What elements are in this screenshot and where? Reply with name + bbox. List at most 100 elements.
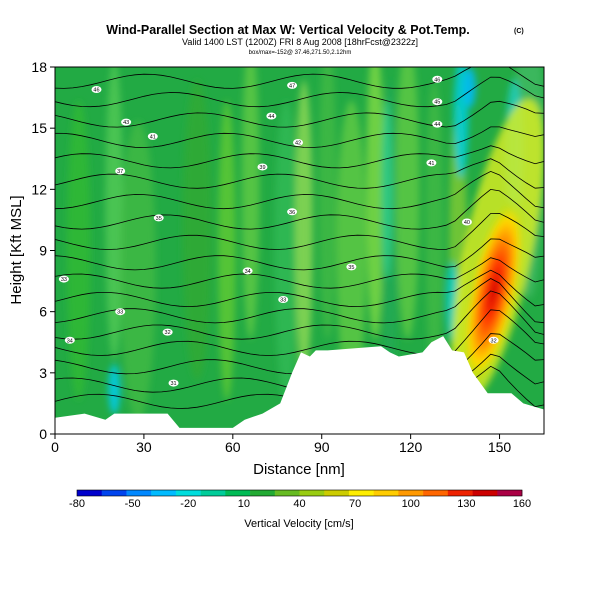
- terrain-mask: [55, 336, 544, 434]
- downdraft-pocket: [381, 99, 393, 280]
- isentrope-label-text: 35: [348, 265, 354, 271]
- x-tick-label: 30: [136, 439, 152, 455]
- isentrope-line: [55, 76, 544, 108]
- isentrope-line: [55, 170, 544, 210]
- isentrope-label: 33: [58, 275, 69, 283]
- x-tick-label: 120: [399, 439, 423, 455]
- x-tick-label: 60: [225, 439, 241, 455]
- colorbar-swatch: [497, 490, 523, 496]
- isentrope-label: 34: [64, 336, 75, 344]
- isentrope-label-text: 39: [259, 165, 265, 171]
- isentrope-label-text: 40: [464, 220, 470, 226]
- isentrope-label: 33: [115, 308, 126, 316]
- isentrope-label: 42: [293, 138, 304, 146]
- isentrope-label: 32: [488, 336, 499, 344]
- isentrope-label-text: 33: [61, 277, 67, 283]
- isentrope-line: [55, 188, 544, 230]
- colorbar-swatch: [200, 490, 226, 496]
- isentrope-label: 36: [287, 208, 298, 216]
- y-tick-label: 15: [31, 120, 47, 136]
- velocity-streak: [274, 100, 299, 401]
- velocity-streak: [105, 67, 124, 360]
- x-tick-label: 0: [51, 439, 59, 455]
- x-axis: 0 30 60 90 120 150: [51, 434, 511, 455]
- colorbar-swatch: [324, 490, 350, 496]
- chart-subtitle: Valid 1400 LST (1200Z) FRI 8 Aug 2008 [1…: [182, 37, 418, 47]
- colorbar-swatch: [77, 490, 103, 496]
- isentrope-label-text: 44: [434, 122, 440, 128]
- colorbar-tick-label: 160: [513, 498, 531, 510]
- colorbar-frame: [76, 489, 523, 497]
- colorbar-tick-label: 130: [457, 498, 475, 510]
- colorbar-swatch: [447, 490, 473, 496]
- colorbar-tick-label: 70: [349, 498, 361, 510]
- x-tick-label: 150: [488, 439, 512, 455]
- colorbar: -80 -50 -20 10 40 70 100 130 160: [69, 489, 531, 510]
- isentrope-label-text: 41: [150, 134, 156, 140]
- isentrope-label-text: 36: [289, 210, 295, 216]
- isentrope-line: [55, 278, 544, 324]
- velocity-streak: [182, 80, 213, 381]
- isentrope-label: 34: [242, 267, 253, 275]
- colorbar-swatch: [398, 490, 424, 496]
- y-axis-label: Height [Kft MSL]: [8, 195, 25, 304]
- y-tick-label: 0: [39, 426, 47, 442]
- isentrope-label-text: 31: [170, 381, 176, 387]
- isentrope-line: [55, 145, 544, 169]
- isentrope-line: [55, 238, 544, 271]
- downdraft-pocket: [463, 67, 476, 108]
- chart-title: Wind-Parallel Section at Max W: Vertical…: [106, 23, 469, 37]
- isentrope-label: 44: [432, 120, 443, 128]
- isentrope-label-text: 32: [491, 338, 497, 344]
- updraft-core: [462, 198, 525, 385]
- isentrope-label: 32: [162, 328, 173, 336]
- velocity-streak: [120, 120, 156, 421]
- velocity-streak: [66, 100, 91, 401]
- colorbar-swatch: [126, 490, 152, 496]
- y-tick-label: 12: [31, 181, 47, 197]
- isentrope-label: 31: [168, 379, 179, 387]
- isentrope-line: [55, 257, 544, 289]
- isentrope-label-text: 34: [67, 338, 73, 344]
- isentrope-line: [55, 100, 544, 128]
- colorbar-swatch: [101, 490, 127, 496]
- y-tick-label: 3: [39, 365, 47, 381]
- isentrope-line: [55, 158, 544, 189]
- isentrope-line: [55, 309, 544, 356]
- isentrope-label-text: 44: [268, 114, 274, 120]
- colorbar-swatch: [373, 490, 399, 496]
- colorbar-swatch: [299, 490, 325, 496]
- colorbar-tick-label: 40: [293, 498, 305, 510]
- colorbar-tick-label: -80: [69, 498, 85, 510]
- y-tick-label: 18: [31, 59, 47, 75]
- colorbar-swatch: [274, 490, 300, 496]
- isentrope-label: 44: [266, 112, 277, 120]
- colorbar-tick-label: -20: [180, 498, 196, 510]
- plot-area: 46 43 41 37 35 33 33 34 32 31 47 44 42 39 36 34 33 35 46 45…: [55, 67, 544, 434]
- velocity-streak: [395, 67, 420, 340]
- isentrope-label: 33: [278, 295, 289, 303]
- y-tick-label: 6: [39, 304, 47, 320]
- isentrope-label-text: 42: [295, 140, 301, 146]
- isentrope-label: 37: [115, 167, 126, 175]
- velocity-streak: [218, 100, 236, 401]
- isentrope-label-text: 46: [93, 87, 99, 93]
- isentrope-label-text: 46: [434, 77, 440, 83]
- x-axis-label: Distance [nm]: [253, 461, 345, 478]
- isentrope-label: 45: [432, 98, 443, 106]
- isentrope-label: 47: [287, 81, 298, 89]
- isentrope-label: 41: [426, 159, 437, 167]
- x-tick-label: 90: [314, 439, 330, 455]
- velocity-streak: [336, 100, 367, 401]
- colorbar-swatch: [423, 490, 449, 496]
- isentrope-label-text: 34: [245, 269, 251, 275]
- isentrope-line: [55, 126, 544, 148]
- velocity-streak: [318, 67, 337, 340]
- isentrope-line: [55, 67, 544, 89]
- downdraft-pocket: [108, 364, 121, 415]
- isentrope-label: 46: [432, 75, 443, 83]
- colorbar-label: Vertical Velocity [cm/s]: [244, 518, 353, 530]
- isentrope-label: 46: [91, 85, 102, 93]
- isentrope-label-text: 33: [117, 310, 123, 316]
